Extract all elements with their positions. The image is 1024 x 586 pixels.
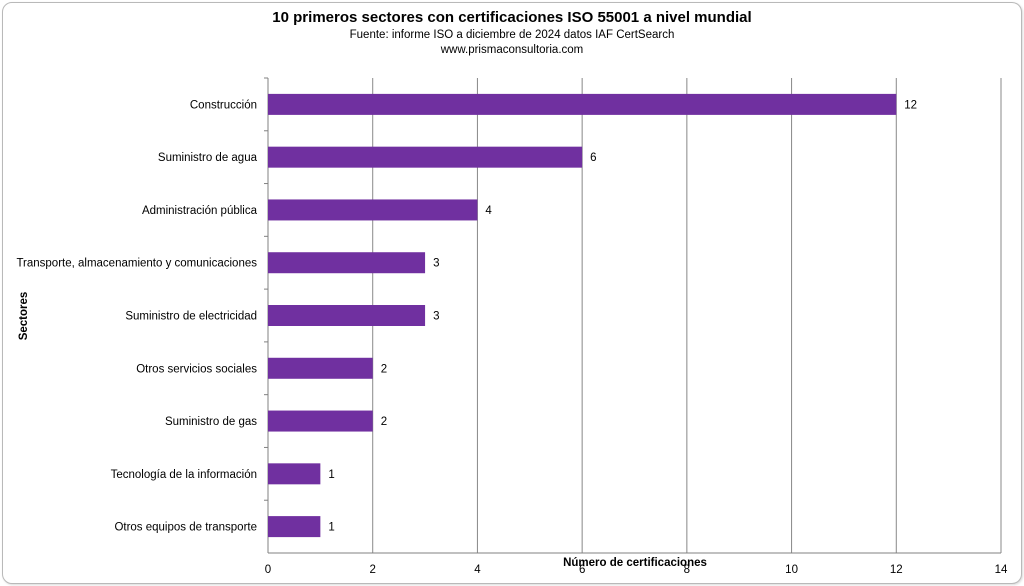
category-label-3: Administración pública — [142, 205, 258, 217]
x-tick-label-4: 4 — [474, 564, 481, 576]
x-tick-label-14: 14 — [995, 564, 1008, 576]
category-label-6: Otros servicios sociales — [136, 363, 257, 375]
category-label-5: Suministro de electricidad — [125, 311, 257, 323]
bar-6 — [268, 357, 373, 379]
x-tick-label-12: 12 — [890, 564, 903, 576]
category-label-9: Otros equipos de transporte — [114, 522, 257, 534]
bar-5 — [268, 305, 426, 326]
data-label-4: 3 — [433, 258, 439, 270]
category-label-7: Suministro de gas — [165, 416, 257, 428]
data-label-9: 1 — [328, 522, 334, 534]
bar-2 — [268, 146, 583, 168]
data-label-1: 12 — [904, 99, 917, 111]
chart-header: 10 primeros sectores con certificaciones… — [0, 8, 1024, 58]
chart-title: 10 primeros sectores con certificaciones… — [272, 9, 752, 26]
category-label-4: Transporte, almacenamiento y comunicacio… — [16, 258, 257, 270]
category-label-1: Construcción — [190, 99, 257, 111]
bar-8 — [268, 463, 321, 485]
x-tick-label-10: 10 — [785, 564, 798, 576]
category-label-2: Suministro de agua — [158, 152, 258, 164]
x-tick-label-8: 8 — [684, 564, 690, 576]
x-tick-label-0: 0 — [265, 564, 271, 576]
chart-subtitle-source: Fuente: informe ISO a diciembre de 2024 … — [349, 29, 675, 41]
bar-9 — [268, 516, 321, 538]
data-label-7: 2 — [381, 416, 387, 428]
bar-1 — [268, 93, 897, 115]
x-tick-label-6: 6 — [579, 564, 585, 576]
data-label-8: 1 — [328, 469, 334, 481]
bar-7 — [268, 410, 373, 432]
category-label-8: Tecnología de la información — [111, 469, 257, 481]
data-label-6: 2 — [381, 363, 387, 375]
bar-3 — [268, 199, 478, 221]
x-axis-title: Número de certificaciones — [563, 557, 707, 569]
chart-subtitle-website: www.prismaconsultoria.com — [440, 44, 584, 56]
data-label-3: 4 — [485, 205, 492, 217]
x-tick-label-2: 2 — [370, 564, 376, 576]
data-label-5: 3 — [433, 311, 439, 323]
y-axis-title: Sectores — [18, 292, 30, 341]
bar-4 — [268, 252, 426, 274]
data-label-2: 6 — [590, 152, 596, 164]
